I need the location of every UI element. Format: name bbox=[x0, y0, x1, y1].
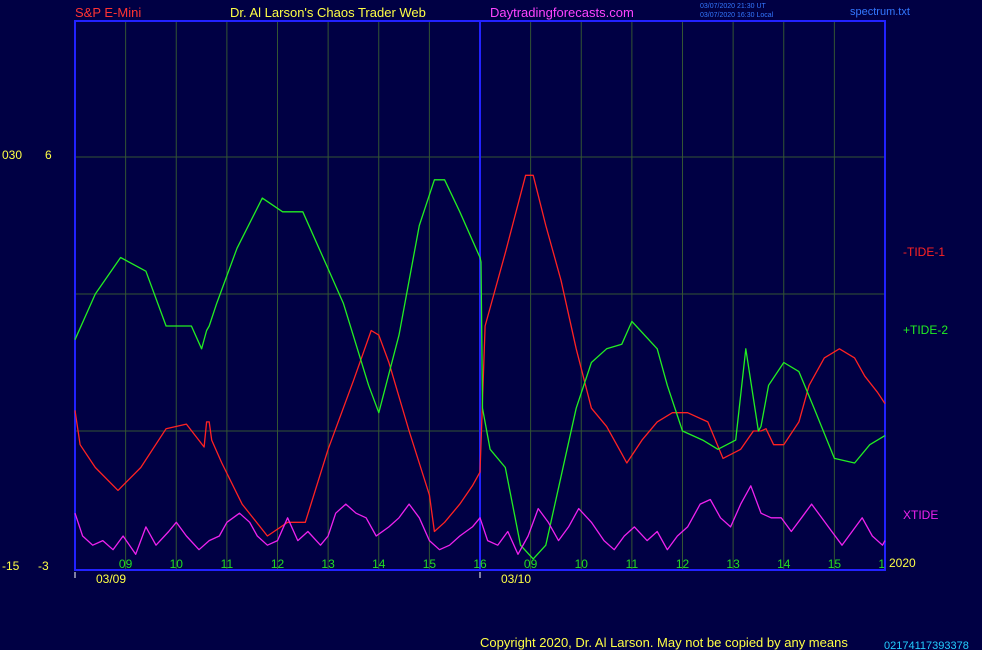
timestamp-ut: 03/07/2020 21:30 UT bbox=[700, 3, 766, 10]
hour-tick-label: 12 bbox=[676, 557, 690, 571]
axis-label-bottom-outer: -15 bbox=[2, 559, 20, 573]
hour-tick-label: 09 bbox=[524, 557, 538, 571]
hour-tick-label: 1 bbox=[878, 557, 885, 571]
file-name: spectrum.txt bbox=[850, 6, 910, 18]
legend-tide2: +TIDE-2 bbox=[903, 323, 948, 337]
site-url: Daytradingforecasts.com bbox=[490, 5, 634, 20]
series-layer bbox=[74, 174, 886, 560]
hour-tick-label: 14 bbox=[372, 557, 386, 571]
hour-tick-label: 09 bbox=[119, 557, 133, 571]
series-line-3 bbox=[74, 485, 886, 555]
site-title: Dr. Al Larson's Chaos Trader Web bbox=[230, 5, 426, 20]
hour-tick-label: 13 bbox=[726, 557, 740, 571]
year-label: 2020 bbox=[889, 556, 916, 570]
hour-tick-label: 14 bbox=[777, 557, 791, 571]
hour-tick-label: 12 bbox=[271, 557, 285, 571]
axis-label-bottom-inner: -3 bbox=[38, 559, 49, 573]
series-line-2 bbox=[74, 179, 886, 560]
hour-labels: 09 10 11 12 13 14 15 16 09 10 11 12 13 14 15 1 bbox=[119, 557, 885, 571]
axis-label-top-inner: 6 bbox=[45, 148, 52, 162]
legend-tide1: -TIDE-1 bbox=[903, 245, 945, 259]
axis-label-top-outer: 030 bbox=[2, 148, 22, 162]
hour-tick-label: 15 bbox=[828, 557, 842, 571]
hour-tick-label: 10 bbox=[575, 557, 589, 571]
copyright: Copyright 2020, Dr. Al Larson. May not b… bbox=[480, 635, 848, 650]
hour-tick-label: 13 bbox=[321, 557, 335, 571]
hour-tick-label: 11 bbox=[221, 557, 234, 571]
hour-tick-label: 15 bbox=[423, 557, 437, 571]
date-label-1: 03/09 bbox=[96, 572, 126, 586]
date-label-2: 03/10 bbox=[501, 572, 531, 586]
hour-tick-label: 11 bbox=[626, 557, 639, 571]
series-line-1 bbox=[74, 174, 886, 537]
overlap-digits: 02174117393378 bbox=[884, 640, 969, 650]
hour-tick-label: 16 bbox=[473, 557, 487, 571]
legend-xtide: XTIDE bbox=[903, 508, 938, 522]
timestamp-local: 03/07/2020 16:30 Local bbox=[700, 12, 774, 19]
hour-tick-label: 10 bbox=[170, 557, 184, 571]
symbol-title: S&P E-Mini bbox=[75, 5, 141, 20]
